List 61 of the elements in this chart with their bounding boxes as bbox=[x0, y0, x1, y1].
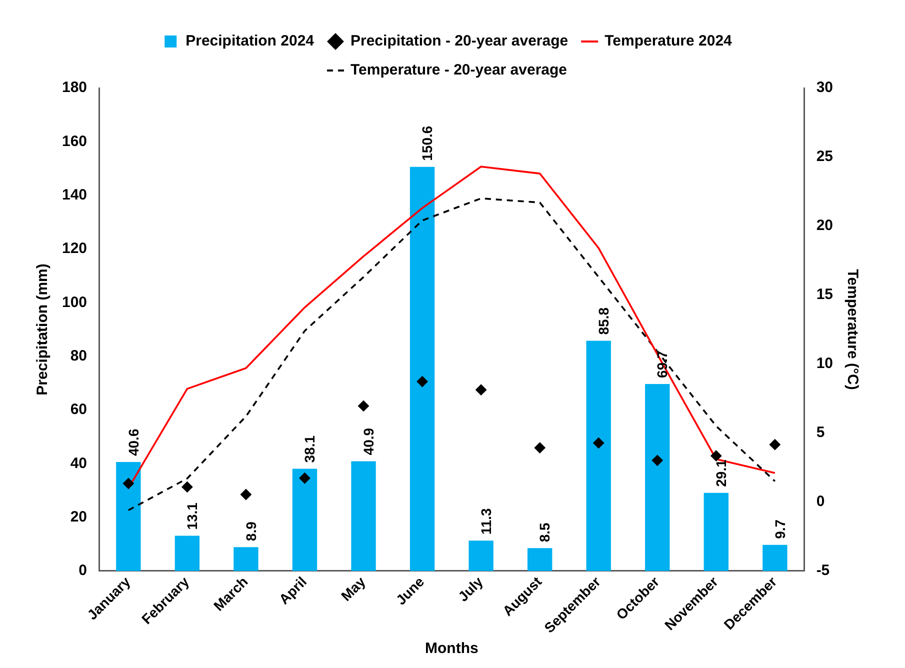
point bbox=[593, 437, 604, 448]
y2-tick-label: 5 bbox=[816, 424, 825, 442]
data-label: 38.1 bbox=[302, 435, 318, 463]
bar bbox=[762, 544, 788, 571]
legend-label: Precipitation - 20-year average bbox=[350, 32, 568, 50]
y2-tick-label: 30 bbox=[816, 79, 834, 96]
data-label: 13.1 bbox=[184, 502, 200, 530]
y2-tick-label: 20 bbox=[816, 217, 834, 234]
bar bbox=[174, 536, 200, 571]
y2-axis-title: Temperature (°C) bbox=[844, 269, 861, 390]
point bbox=[769, 439, 780, 450]
bar bbox=[410, 166, 435, 571]
legend-label: Precipitation 2024 bbox=[186, 32, 315, 50]
point bbox=[122, 478, 134, 489]
bar bbox=[234, 547, 258, 571]
y-tick-label: 140 bbox=[62, 186, 88, 204]
y-tick-label: 60 bbox=[70, 401, 88, 418]
y-tick-label: 120 bbox=[62, 240, 88, 258]
y-axis-title: Precipitation (mm) bbox=[34, 264, 52, 396]
y2-tick-label: 25 bbox=[816, 148, 834, 166]
y2-tick-label: -5 bbox=[816, 562, 830, 580]
bar bbox=[645, 384, 670, 571]
y2-tick-label: 10 bbox=[816, 355, 834, 372]
point bbox=[299, 472, 310, 484]
point bbox=[710, 450, 722, 462]
y-tick-label: 20 bbox=[70, 508, 88, 526]
legend-label: Temperature - 20-year average bbox=[350, 62, 568, 79]
legend-label: Temperature 2024 bbox=[604, 32, 733, 50]
point bbox=[534, 442, 546, 454]
data-label: 8.9 bbox=[242, 521, 259, 542]
y2-tick-label: 15 bbox=[816, 286, 834, 304]
point bbox=[652, 454, 663, 466]
y-tick-label: 180 bbox=[62, 79, 88, 96]
data-label: 85.8 bbox=[595, 307, 612, 335]
bar bbox=[292, 468, 318, 571]
y2-tick-label: 0 bbox=[816, 493, 825, 510]
data-label: 11.3 bbox=[478, 508, 494, 535]
y-tick-label: 80 bbox=[70, 347, 88, 364]
data-label: 40.9 bbox=[360, 428, 376, 456]
data-label: 69.7 bbox=[654, 350, 670, 378]
y-tick-label: 0 bbox=[78, 562, 88, 580]
y-tick-label: 160 bbox=[62, 132, 88, 150]
data-label: 40.6 bbox=[125, 428, 142, 456]
x-axis-title: Months bbox=[425, 640, 478, 658]
bar bbox=[468, 540, 494, 571]
point bbox=[182, 481, 193, 492]
point bbox=[476, 384, 487, 396]
point bbox=[416, 376, 428, 388]
point bbox=[240, 488, 252, 500]
bar bbox=[351, 461, 376, 571]
bar bbox=[704, 492, 728, 571]
data-label: 150.6 bbox=[419, 126, 436, 161]
data-label: 29.1 bbox=[713, 459, 730, 487]
bar bbox=[586, 340, 611, 571]
point bbox=[358, 400, 370, 412]
data-label: 9.7 bbox=[772, 519, 788, 539]
y-tick-label: 100 bbox=[62, 294, 88, 311]
data-label: 8.5 bbox=[536, 522, 553, 542]
y-tick-label: 40 bbox=[70, 454, 88, 472]
bar bbox=[116, 462, 141, 571]
bar bbox=[527, 548, 552, 571]
